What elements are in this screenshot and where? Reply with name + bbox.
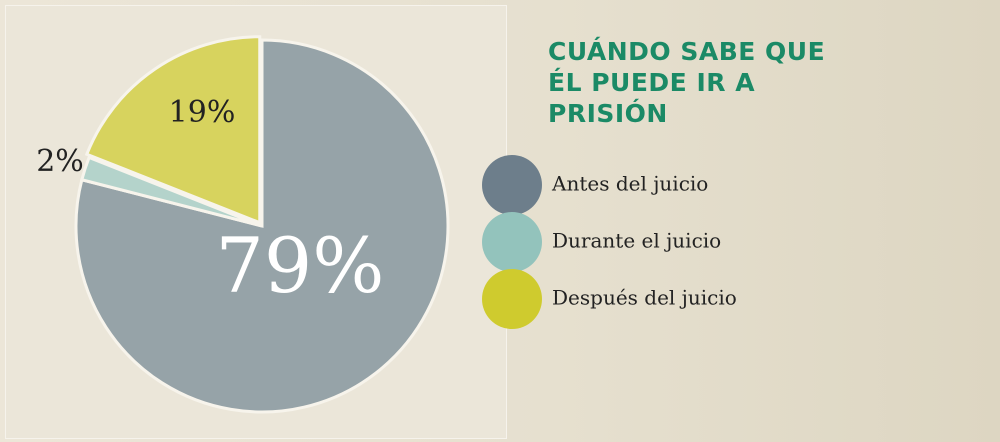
legend-label: Durante el juicio: [552, 229, 721, 253]
value-label: 79%: [216, 221, 385, 310]
value-label: 19%: [169, 95, 236, 130]
value-label: 2%: [36, 144, 84, 179]
page: 79% 2% 19% Antes del juicio Durante el juici…: [0, 0, 1000, 442]
legend-swatch: [482, 212, 542, 272]
legend-label: Antes del juicio: [551, 172, 708, 196]
legend-swatch: [482, 269, 542, 329]
legend-swatch: [482, 155, 542, 215]
legend-label: Después del juicio: [552, 286, 737, 310]
chart-title: CUÁNDO SABE QUE ÉL PUEDE IR A PRISIÓN: [548, 36, 868, 129]
